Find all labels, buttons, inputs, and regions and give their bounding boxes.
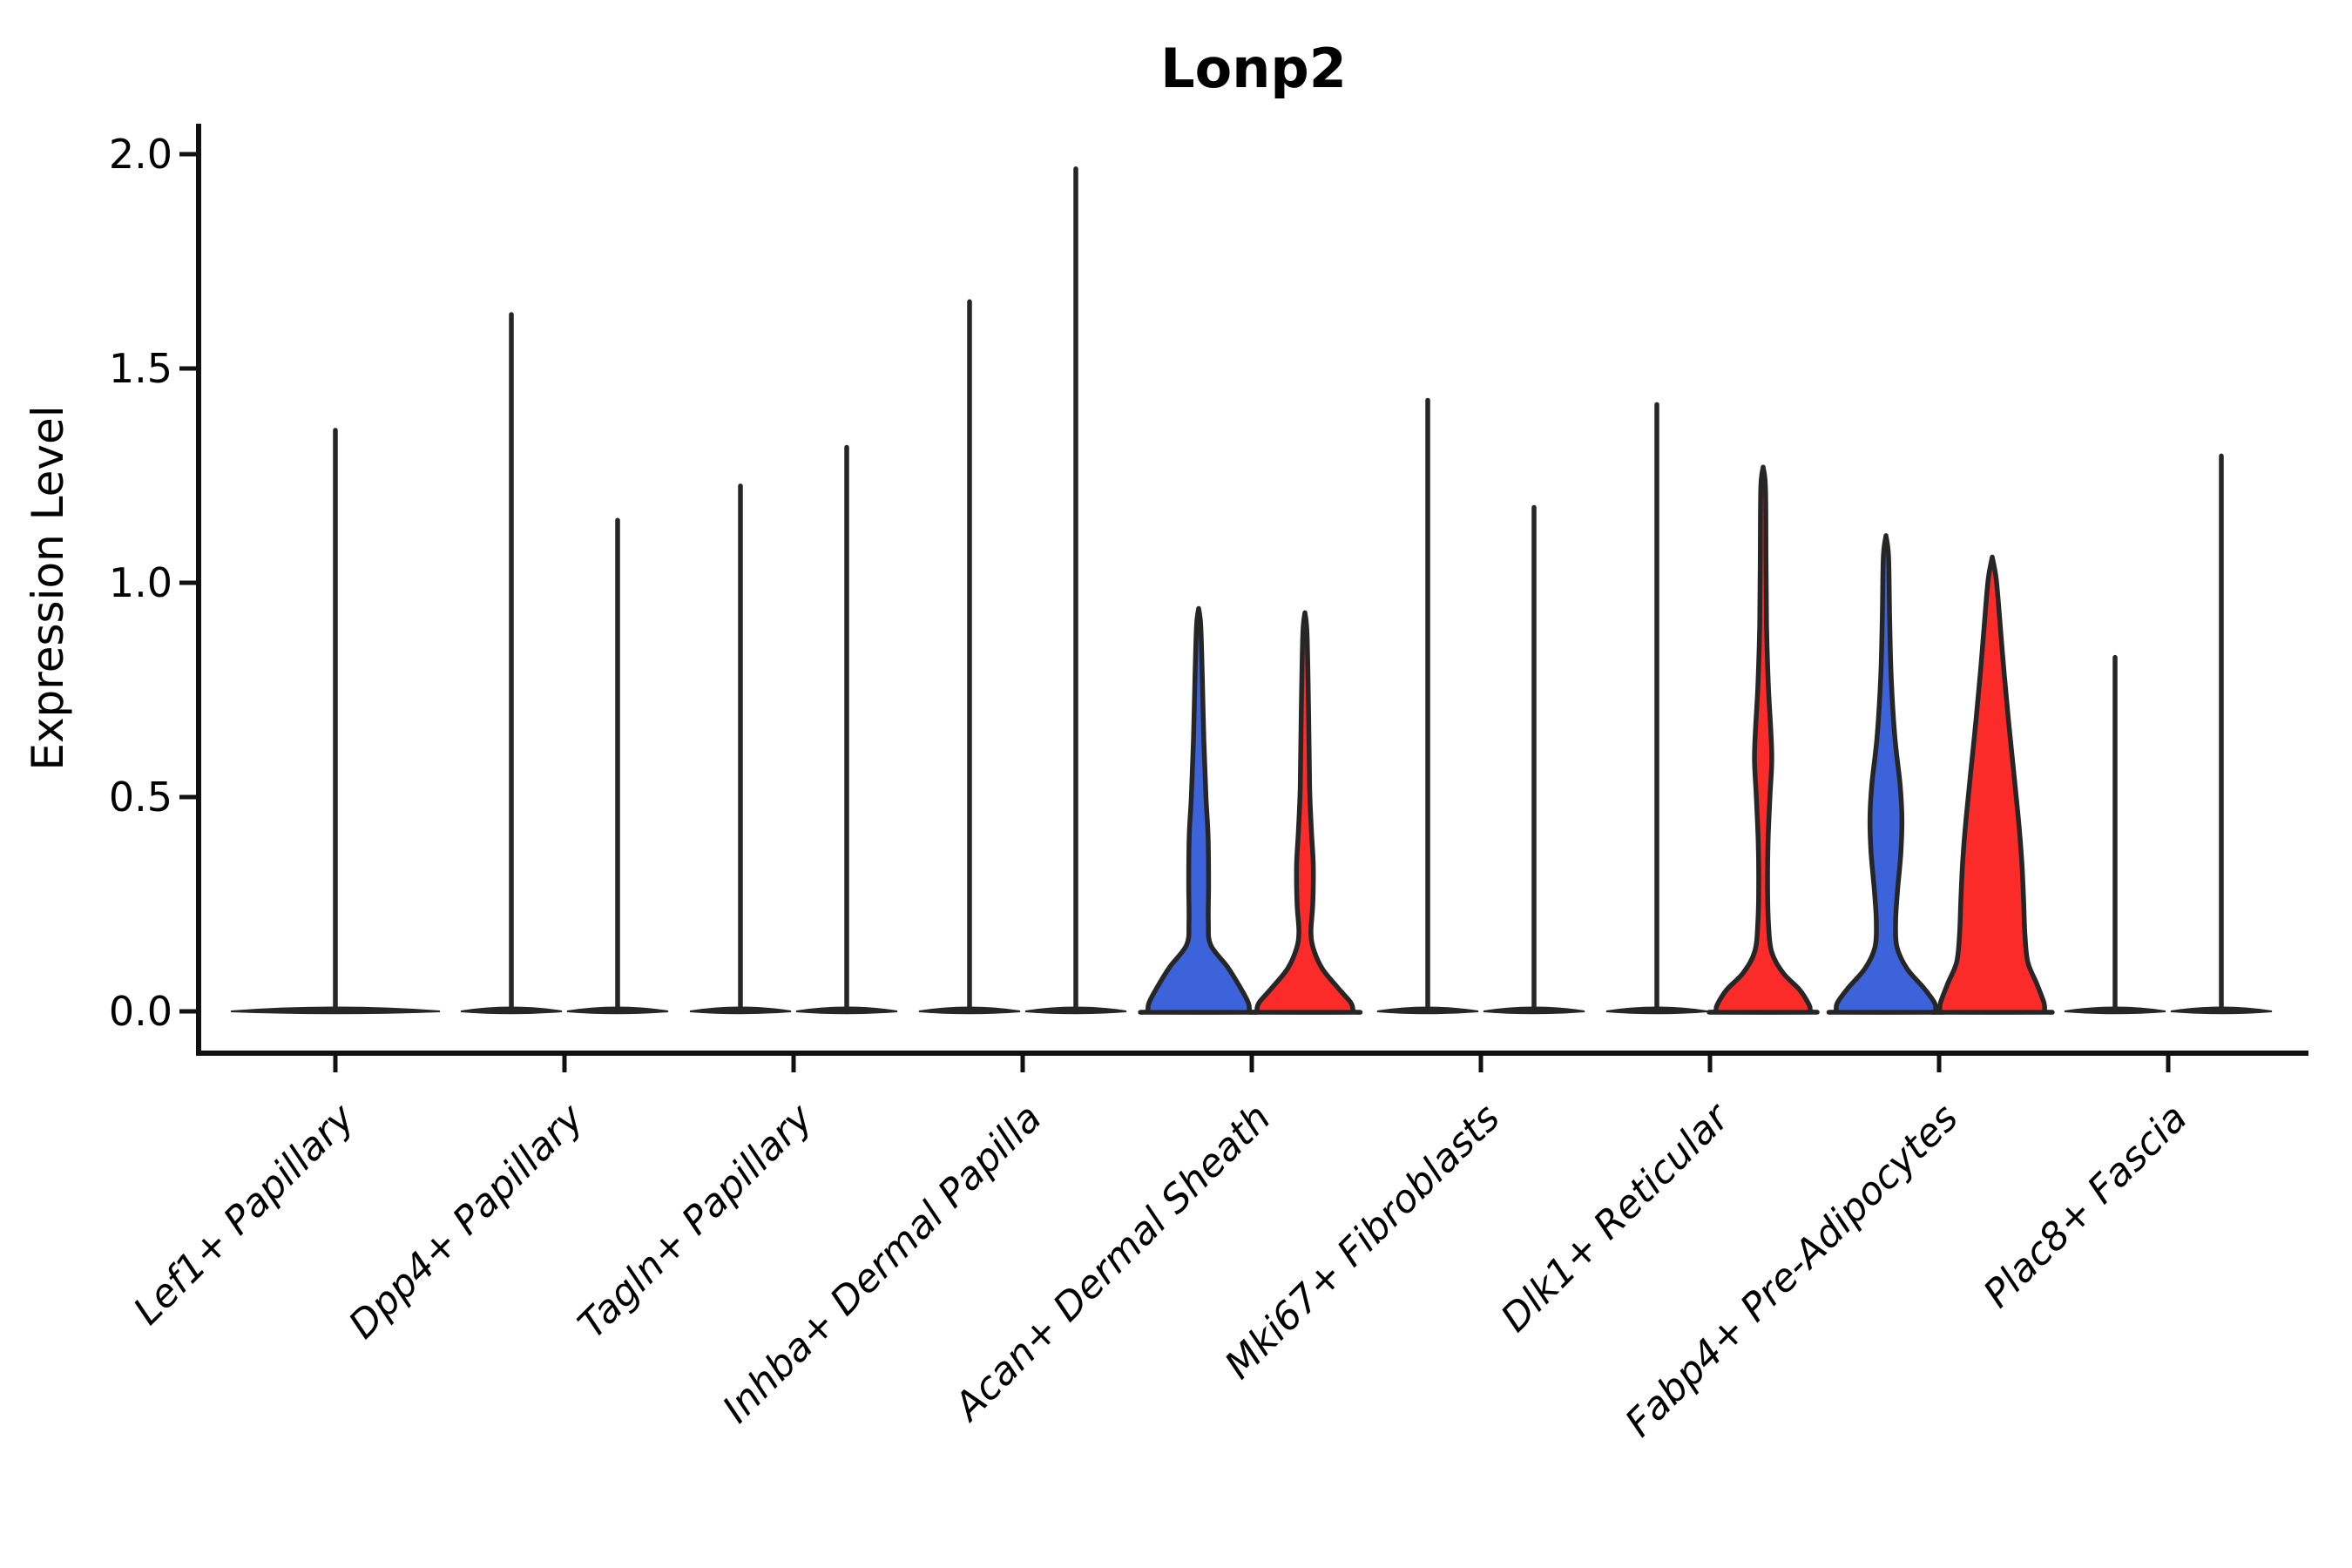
violin-fabp4-pre-adipocytes-blue-body xyxy=(1826,533,1946,1015)
x-tick-label-tagln-papillary: Tagln+ Papillary xyxy=(570,1095,821,1347)
violin-acan-dermal-sheath-blue-body xyxy=(1138,605,1260,1015)
y-tick-label-1.0: 1.0 xyxy=(109,559,172,606)
violin-group-tagln-papillary xyxy=(689,444,898,1015)
chart-title: Lonp2 xyxy=(1160,37,1347,100)
y-axis-label: Expression Level xyxy=(23,405,73,770)
violin-fabp4-pre-adipocytes-red-body xyxy=(1930,554,2055,1015)
violin-layer xyxy=(230,166,2273,1015)
y-tick-label-1.5: 1.5 xyxy=(109,345,172,392)
violin-dlk1-reticular-red-body xyxy=(1707,464,1820,1015)
violin-group-fabp4-pre-adipocytes xyxy=(1826,533,2055,1015)
violin-group-lef1-papillary xyxy=(230,428,441,1015)
violin-group-dpp4-papillary xyxy=(460,312,669,1015)
violin-group-plac8-fascia xyxy=(2064,453,2273,1015)
y-tick-label-0.5: 0.5 xyxy=(109,774,172,821)
y-tick-label-2.0: 2.0 xyxy=(109,131,172,178)
violin-group-mki67-fibroblasts xyxy=(1376,397,1585,1015)
violin-acan-dermal-sheath-red-body xyxy=(1247,610,1363,1015)
x-tick-label-dlk1-reticular: Dlk1+ Reticular xyxy=(1492,1094,1739,1341)
violin-group-acan-dermal-sheath xyxy=(1138,605,1363,1015)
violin-group-dlk1-reticular xyxy=(1605,402,1820,1015)
y-tick-label-0.0: 0.0 xyxy=(109,988,172,1035)
violin-group-inhba-dermal-papilla xyxy=(918,166,1127,1015)
x-tick-label-plac8-fascia: Plac8+ Fascia xyxy=(1975,1096,2195,1316)
x-tick-label-dpp4-papillary: Dpp4+ Papillary xyxy=(341,1095,593,1348)
x-tick-label-lef1-papillary: Lef1+ Papillary xyxy=(125,1095,364,1334)
